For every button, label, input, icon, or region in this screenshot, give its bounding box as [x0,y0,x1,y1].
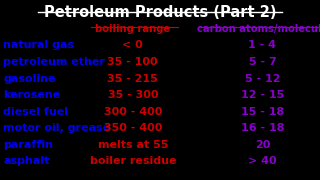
Text: carbon atoms/molecule: carbon atoms/molecule [197,24,320,34]
Text: 12 - 15: 12 - 15 [241,90,284,100]
Text: 300 - 400: 300 - 400 [104,107,162,117]
Text: 35 - 300: 35 - 300 [108,90,158,100]
Text: boiling range: boiling range [95,24,171,34]
Text: 1 - 4: 1 - 4 [248,40,276,51]
Text: < 0: < 0 [123,40,143,51]
Text: 5 - 12: 5 - 12 [245,74,280,84]
Text: melts at 55: melts at 55 [98,140,168,150]
Text: Petroleum Products (Part 2): Petroleum Products (Part 2) [44,5,276,20]
Text: 35 - 100: 35 - 100 [108,57,158,67]
Text: 350 - 400: 350 - 400 [104,123,162,133]
Text: motor oil, grease: motor oil, grease [3,123,110,133]
Text: > 40: > 40 [248,156,277,166]
Text: paraffin: paraffin [3,140,53,150]
Text: 20: 20 [255,140,270,150]
Text: diesel fuel: diesel fuel [3,107,68,117]
Text: petroleum ether: petroleum ether [3,57,105,67]
Text: gasoline: gasoline [3,74,56,84]
Text: 15 - 18: 15 - 18 [241,107,284,117]
Text: kerosene: kerosene [3,90,60,100]
Text: asphalt: asphalt [3,156,50,166]
Text: boiler residue: boiler residue [90,156,176,166]
Text: natural gas: natural gas [3,40,74,51]
Text: 35 - 215: 35 - 215 [108,74,158,84]
Text: 5 - 7: 5 - 7 [249,57,276,67]
Text: 16 - 18: 16 - 18 [241,123,284,133]
